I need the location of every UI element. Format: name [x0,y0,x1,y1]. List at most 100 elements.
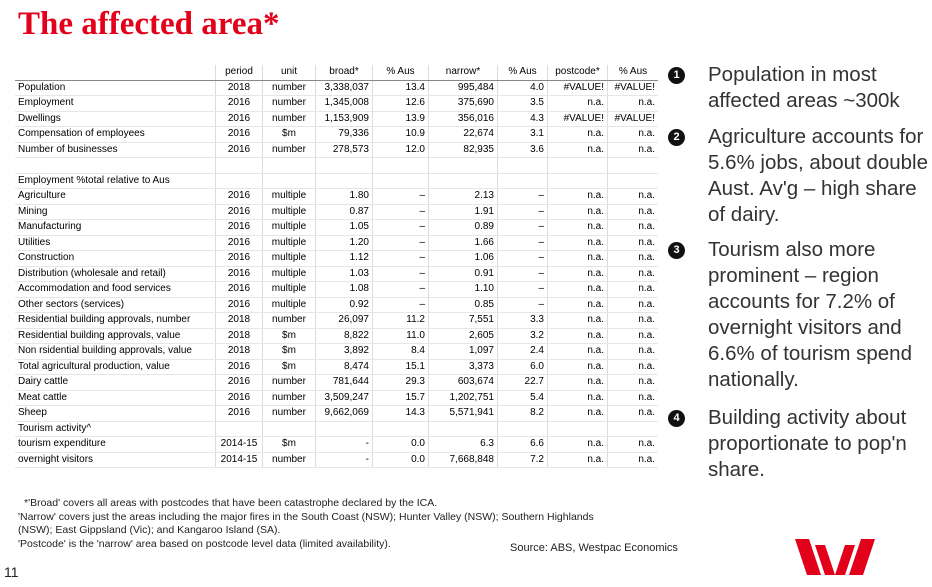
table-row: Employment 2016 number 1,345,008 12.6 375,690… [15,95,658,112]
table-cell: - [315,436,373,453]
table-cell: number [262,452,316,468]
row-label: Meat cattle [15,390,216,406]
table-cell: n.a. [547,126,608,143]
table-cell: 6.0 [497,358,548,375]
table-cell: n.a. [547,250,608,267]
table-cell: – [372,250,429,267]
row-label: Number of businesses [15,142,216,158]
table-cell: n.a. [607,452,658,468]
bullet: 2 Agriculture accounts for 5.6% jobs, abo… [668,124,932,228]
header-cell: broad* [315,65,373,81]
table-cell: 4.3 [497,111,548,127]
table-cell: 7,551 [428,312,498,329]
table-cell: 0.89 [428,219,498,236]
table-cell: – [372,188,429,205]
row-label: Manufacturing [15,219,216,236]
table-cell: n.a. [607,250,658,267]
table-cell: – [372,219,429,236]
row-label: Residential building approvals, value [15,328,216,344]
table-cell: n.a. [547,452,608,468]
table-cell: n.a. [607,312,658,329]
table-cell: 3,509,247 [315,390,373,406]
table-cell: n.a. [607,358,658,375]
table-cell: n.a. [607,328,658,344]
note: *'Broad' covers all areas with postcodes… [24,497,438,509]
table-row: Utilities 2016 multiple 1.20–1.66– n.a. n.a. [15,235,658,251]
bullet-marker: 2 [668,129,685,146]
table-row: Dairy cattle 2016 number 781,644 29.3 603,674… [15,374,658,391]
table-cell: n.a. [607,390,658,406]
table-cell: 1.12 [315,250,373,267]
table-cell: n.a. [547,235,608,251]
table-row: Number of businesses 2016 number 278,573 12.… [15,142,658,158]
table-cell: – [497,235,548,251]
row-label: overnight visitors [15,452,216,468]
table-cell: 12.0 [372,142,429,158]
table-cell: number [262,111,316,127]
table-cell: 1,345,008 [315,95,373,112]
bullet-text: Agriculture accounts for 5.6% jobs, abou… [708,125,928,226]
header-cell: unit [262,65,316,81]
table-cell: n.a. [547,343,608,360]
table-cell: number [262,79,316,96]
bullet: 3 Tourism also more prominent – region ac… [668,237,932,393]
table-cell: n.a. [547,358,608,375]
empty-cell [547,173,608,189]
table-cell: n.a. [607,204,658,220]
table-cell: 26,097 [315,312,373,329]
table-row: Residential building approvals, number 20… [15,312,658,329]
table-cell: – [497,219,548,236]
table-cell: 1.06 [428,250,498,267]
table-cell: n.a. [547,266,608,282]
table-cell: 2016 [215,405,263,422]
table-cell: 2016 [215,235,263,251]
table-cell: 3.1 [497,126,548,143]
table-cell: 2016 [215,188,263,205]
table-cell: n.a. [547,390,608,406]
table-cell: – [372,204,429,220]
table-cell: n.a. [607,436,658,453]
table-cell: 4.0 [497,79,548,96]
row-label: Employment [15,95,216,112]
table-cell: 2016 [215,266,263,282]
table-cell: 781,644 [315,374,373,391]
table-row: Compensation of employees 2016 $m 79,336 10.… [15,126,658,143]
empty-cell [372,173,429,189]
table-cell: n.a. [547,374,608,391]
table-cell: 2016 [215,390,263,406]
table-cell: number [262,312,316,329]
table-cell: 15.1 [372,358,429,375]
row-label: Compensation of employees [15,126,216,143]
table-row: Employment %total relative to Aus [15,173,658,189]
table-cell: 10.9 [372,126,429,143]
row-label: Population [15,79,216,96]
bullet: 4 Building activity about proportionate t… [668,405,932,483]
table-cell: 1.66 [428,235,498,251]
table-cell: – [372,281,429,298]
table-cell: – [497,297,548,313]
row-label: Total agricultural production, value [15,358,216,375]
table-cell: 1.05 [315,219,373,236]
header-cell: period [215,65,263,81]
table-cell: $m [262,436,316,453]
table-row: Non rsidential building approvals, value… [15,343,658,360]
table-cell: 1.91 [428,204,498,220]
table-cell: n.a. [547,328,608,344]
table-cell: 2016 [215,204,263,220]
table-row: Construction 2016 multiple 1.12–1.06– n.a. n.… [15,250,658,267]
empty-cell [497,420,548,437]
table-cell: #VALUE! [547,79,608,96]
table-cell: 356,016 [428,111,498,127]
row-label: Utilities [15,235,216,251]
table-cell: 0.0 [372,452,429,468]
row-group: Tourism activity^ tourism expenditure 2014… [15,420,658,468]
table-cell: 2018 [215,343,263,360]
table-cell: – [497,266,548,282]
table-cell: number [262,405,316,422]
table-cell: 2016 [215,297,263,313]
table-row: Distribution (wholesale and retail) 2016 m… [15,266,658,282]
table-cell: #VALUE! [607,79,658,96]
table-cell: multiple [262,297,316,313]
table-cell: n.a. [547,312,608,329]
table-cell: n.a. [547,188,608,205]
